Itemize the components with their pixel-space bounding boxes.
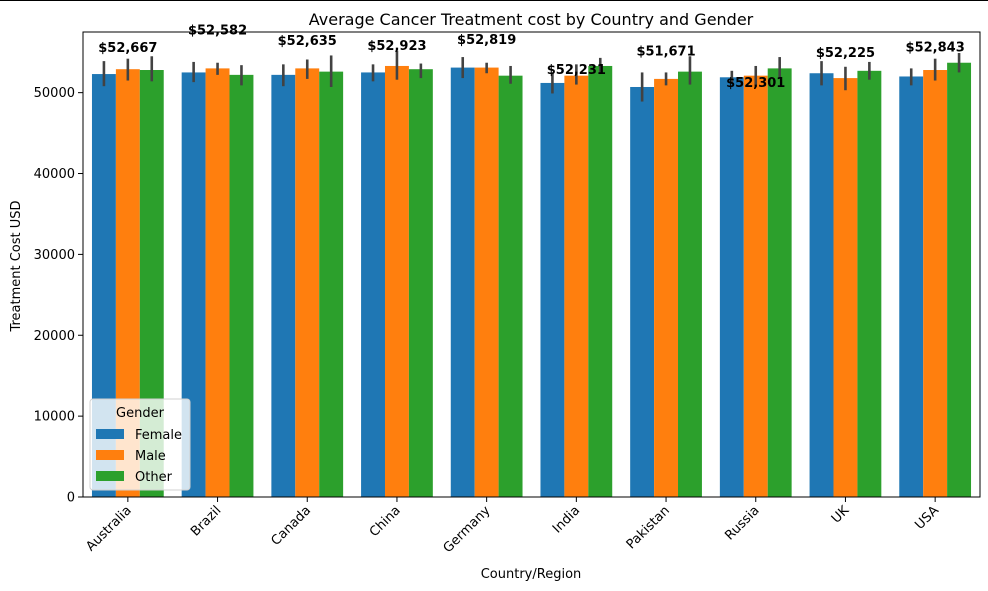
x-tick-label: India (550, 503, 583, 536)
x-tick-label: Canada (268, 503, 314, 549)
bar-female (719, 77, 744, 497)
x-tick-label: Germany (441, 503, 494, 556)
bar-male (115, 69, 140, 497)
bar-male (833, 78, 858, 498)
legend-box (89, 398, 191, 491)
y-tick-label: 10000 (34, 410, 75, 425)
y-tick-label: 20000 (34, 329, 75, 344)
bar-other (947, 62, 972, 497)
x-tick-label: Russia (722, 503, 762, 543)
legend-label-male: Male (135, 449, 166, 464)
chart-title: Average Cancer Treatment cost by Country… (309, 10, 754, 29)
bar-male (743, 75, 768, 498)
x-tick-label: Pakistan (624, 503, 673, 552)
x-tick-label: Brazil (188, 503, 224, 539)
data-label: $52,301 (726, 76, 785, 91)
bar-other (588, 65, 613, 498)
bar-female (809, 73, 834, 498)
x-tick-label: USA (912, 503, 942, 533)
plot-frame (82, 31, 981, 498)
bar-male (474, 67, 499, 497)
x-tick-label: China (367, 503, 404, 540)
legend-label-female: Female (135, 428, 182, 443)
bar-other (139, 70, 164, 497)
x-axis-title: Country/Region (481, 567, 582, 582)
bar-other (767, 68, 792, 498)
bar-male (654, 78, 679, 497)
bar-female (361, 72, 385, 497)
bar-male (384, 65, 409, 498)
y-tick-label: 30000 (34, 248, 75, 263)
legend-swatch-male (96, 450, 124, 460)
bar-male (564, 75, 589, 498)
data-label: $52,843 (906, 40, 965, 55)
bar-female (540, 82, 565, 498)
data-label: $52,923 (367, 39, 426, 54)
data-label: $52,231 (547, 63, 606, 78)
x-tick-label: UK (829, 503, 853, 527)
data-label: $52,667 (98, 41, 157, 56)
bar-male (923, 70, 948, 497)
bar-other (857, 70, 882, 498)
legend-title: Gender (116, 406, 165, 421)
x-tick-label: Australia (83, 503, 134, 554)
data-label: $52,819 (457, 33, 516, 48)
legend-swatch-other (96, 471, 124, 481)
bar-female (899, 76, 924, 497)
legend-swatch-female (96, 429, 124, 439)
bar-male (205, 68, 230, 498)
bar-other (229, 74, 254, 497)
bar-other (678, 71, 702, 497)
y-tick-label: 50000 (34, 86, 75, 101)
bar-other (319, 71, 344, 497)
data-label: $52,225 (816, 46, 875, 61)
data-label: $52,635 (278, 34, 337, 49)
y-axis-title: Treatment Cost USD (9, 200, 24, 332)
bar-female (630, 86, 655, 497)
bar-male (295, 68, 320, 498)
bar-female (91, 74, 116, 497)
bar-other (408, 69, 433, 497)
bar-female (271, 74, 296, 497)
data-label: $51,671 (636, 44, 695, 59)
legend: Gender Female Male Other (89, 398, 191, 491)
bar-female (450, 67, 475, 497)
bar-other (498, 75, 523, 498)
y-tick-label: 0 (67, 491, 75, 506)
data-label: $52,582 (188, 23, 247, 38)
bar-female (181, 72, 206, 497)
legend-label-other: Other (135, 470, 173, 485)
y-tick-label: 40000 (34, 167, 75, 182)
